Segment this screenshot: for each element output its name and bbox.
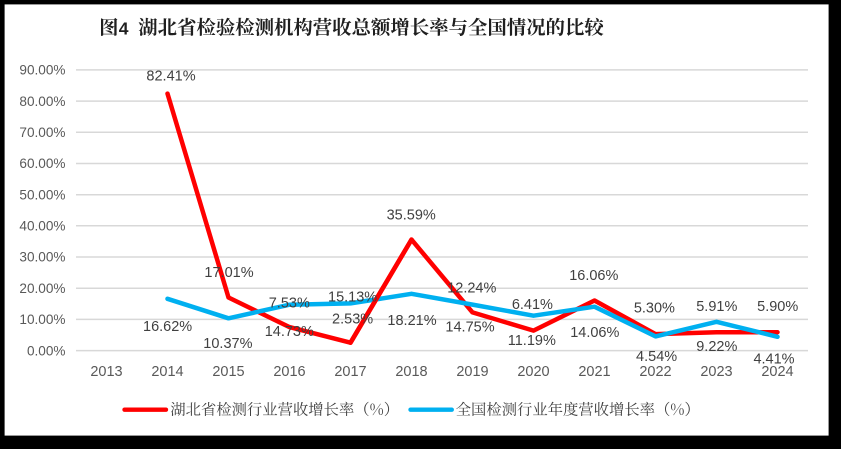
svg-text:16.06%: 16.06% <box>569 268 618 284</box>
svg-text:35.59%: 35.59% <box>387 208 436 224</box>
svg-text:60.00%: 60.00% <box>19 156 65 171</box>
svg-text:18.21%: 18.21% <box>387 313 436 329</box>
svg-text:30.00%: 30.00% <box>19 250 65 265</box>
svg-text:2021: 2021 <box>578 364 610 380</box>
svg-text:2014: 2014 <box>151 364 183 380</box>
svg-text:12.24%: 12.24% <box>447 281 496 297</box>
svg-text:6.41%: 6.41% <box>512 297 553 313</box>
svg-text:7.53%: 7.53% <box>269 295 310 311</box>
svg-text:50.00%: 50.00% <box>19 187 65 202</box>
svg-text:2015: 2015 <box>212 364 244 380</box>
svg-text:5.91%: 5.91% <box>696 299 737 315</box>
svg-text:2023: 2023 <box>700 364 732 380</box>
svg-text:20.00%: 20.00% <box>19 281 65 296</box>
svg-text:16.62%: 16.62% <box>143 319 192 335</box>
svg-text:4.54%: 4.54% <box>636 349 677 365</box>
svg-text:2019: 2019 <box>456 364 488 380</box>
svg-text:9.22%: 9.22% <box>696 339 737 355</box>
svg-text:5.30%: 5.30% <box>634 301 675 317</box>
svg-text:90.00%: 90.00% <box>19 63 65 78</box>
svg-text:17.01%: 17.01% <box>204 265 253 281</box>
svg-text:80.00%: 80.00% <box>19 94 65 109</box>
svg-text:2017: 2017 <box>334 364 366 380</box>
svg-text:2018: 2018 <box>395 364 427 380</box>
svg-text:2020: 2020 <box>517 364 549 380</box>
svg-text:2016: 2016 <box>273 364 305 380</box>
svg-text:2024: 2024 <box>761 364 793 380</box>
svg-text:5.90%: 5.90% <box>757 299 798 315</box>
svg-text:4.41%: 4.41% <box>753 351 794 367</box>
svg-text:14.06%: 14.06% <box>570 325 619 341</box>
svg-text:2.53%: 2.53% <box>332 312 373 328</box>
svg-text:10.37%: 10.37% <box>203 336 252 352</box>
svg-text:40.00%: 40.00% <box>19 219 65 234</box>
svg-text:14.75%: 14.75% <box>445 319 494 335</box>
svg-text:14.73%: 14.73% <box>265 324 314 340</box>
svg-text:11.19%: 11.19% <box>508 333 556 349</box>
svg-text:2022: 2022 <box>639 364 671 380</box>
svg-text:4: 4 <box>119 18 129 38</box>
svg-text:0.00%: 0.00% <box>27 343 66 358</box>
svg-text:82.41%: 82.41% <box>146 69 195 85</box>
svg-text:15.13%: 15.13% <box>328 290 377 306</box>
svg-text:2013: 2013 <box>90 364 122 380</box>
svg-text:10.00%: 10.00% <box>19 312 65 327</box>
svg-text:70.00%: 70.00% <box>19 125 65 140</box>
